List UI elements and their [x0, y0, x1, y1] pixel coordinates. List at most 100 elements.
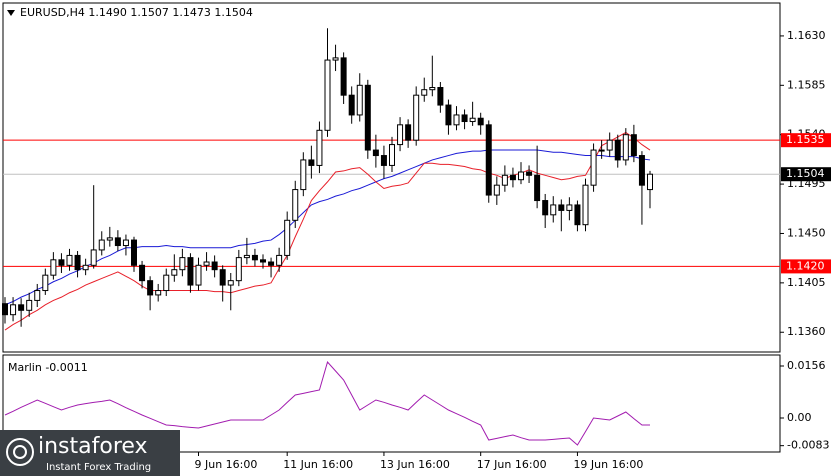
candle-body — [437, 87, 444, 106]
y-tick-label: 1.1360 — [787, 325, 826, 338]
candle-body — [243, 254, 250, 259]
line-series — [4, 360, 650, 446]
candle-body — [131, 239, 137, 266]
candle-body — [566, 204, 573, 211]
watermark-tagline: Instant Forex Trading — [46, 462, 151, 473]
candle-body — [622, 134, 629, 161]
current-price-bg — [781, 167, 831, 182]
candle-body — [42, 274, 49, 292]
y-tick-label: 1.1585 — [787, 78, 826, 91]
level-label-bg — [781, 259, 831, 274]
candle-body — [550, 204, 557, 216]
title-arrow — [7, 10, 15, 16]
candle-body — [485, 124, 492, 196]
chart-title: EURUSD,H4 1.1490 1.1507 1.1473 1.1504 — [20, 6, 253, 19]
watermark-icon — [6, 438, 34, 466]
candle-body — [82, 264, 89, 271]
candle-body — [114, 237, 121, 247]
candle-body — [372, 149, 379, 157]
y-tick-label: 0.00 — [787, 411, 812, 424]
candle-body — [227, 280, 234, 286]
candle-body — [397, 124, 404, 146]
y-tick-label: 0.0156 — [787, 359, 826, 372]
x-tick-label: 17 Jun 16:00 — [477, 458, 547, 471]
candle-body — [260, 259, 266, 263]
x-tick-label: 11 Jun 16:00 — [283, 458, 353, 471]
candle-body — [66, 254, 73, 266]
candle-body — [501, 174, 508, 186]
candle-body — [74, 254, 81, 271]
candle-body — [284, 219, 291, 256]
candle-body — [10, 304, 17, 316]
candle-body — [50, 259, 57, 276]
candle-body — [413, 94, 420, 141]
candle-body — [429, 87, 436, 91]
candle-body — [534, 174, 541, 202]
candle-body — [405, 124, 412, 141]
candle-body — [268, 261, 275, 266]
candle-body — [139, 264, 146, 282]
candle-body — [179, 257, 186, 271]
candle-body — [34, 290, 41, 301]
candle-body — [389, 144, 395, 166]
watermark: instaforex Instant Forex Trading — [0, 430, 180, 476]
y-tick-label: 1.1450 — [787, 226, 826, 239]
y-tick-label: 1.1630 — [787, 29, 826, 42]
y-tick-label: -0.0083 — [787, 439, 829, 452]
candle-body — [638, 155, 645, 186]
candle-body — [493, 184, 500, 196]
candle-body — [203, 261, 210, 266]
candle-body — [58, 259, 65, 266]
candle-body — [292, 189, 299, 221]
candle-body — [542, 200, 549, 216]
candle-body — [590, 149, 597, 186]
watermark-bg — [0, 430, 180, 476]
candle-body — [630, 134, 637, 157]
candle-body — [2, 303, 8, 316]
candle-body — [526, 171, 533, 176]
candle-body — [171, 269, 178, 276]
candle-body — [98, 239, 105, 251]
candle-body — [300, 159, 307, 191]
candle-body — [380, 155, 387, 166]
level-label: 1.1535 — [786, 133, 825, 146]
candle-body — [155, 290, 162, 296]
candle-body — [421, 89, 428, 96]
current-price-label: 1.1504 — [786, 167, 825, 180]
line-series — [4, 149, 651, 306]
candle-body — [235, 257, 242, 282]
candle-body — [477, 117, 484, 126]
watermark-name: instaforex — [38, 434, 148, 459]
y-tick-label: 1.1405 — [787, 276, 826, 289]
candle-body — [276, 254, 283, 266]
candle-body — [509, 174, 516, 181]
candle-body — [606, 139, 613, 151]
line-series — [4, 131, 651, 331]
level-label-bg — [781, 133, 831, 148]
candle-body — [106, 237, 113, 241]
watermark-icon — [13, 445, 27, 459]
candle-body — [558, 204, 565, 211]
candle-body — [187, 257, 194, 286]
level-label: 1.1420 — [786, 259, 825, 272]
candle-body — [26, 299, 33, 311]
candle-body — [324, 59, 331, 131]
candle-body — [316, 129, 323, 166]
candle-body — [211, 261, 218, 271]
candle-body — [147, 280, 154, 296]
x-tick-label: 9 Jun 16:00 — [195, 458, 258, 471]
candle-body — [163, 274, 170, 292]
marks: 1.16301.15851.15401.14951.14501.14051.13… — [2, 28, 831, 471]
candle-body — [614, 139, 621, 161]
main-panel — [2, 2, 781, 353]
candle-body — [518, 171, 524, 181]
indicator-title: Marlin -0.0011 — [8, 361, 88, 374]
candle-body — [461, 114, 468, 123]
candle-body — [582, 184, 589, 226]
x-tick-label: 19 Jun 16:00 — [573, 458, 643, 471]
x-tick-label: 13 Jun 16:00 — [380, 458, 450, 471]
candle-body — [332, 57, 339, 61]
candle-body — [251, 254, 258, 261]
candle-body — [195, 264, 202, 286]
candle-body — [356, 84, 363, 116]
